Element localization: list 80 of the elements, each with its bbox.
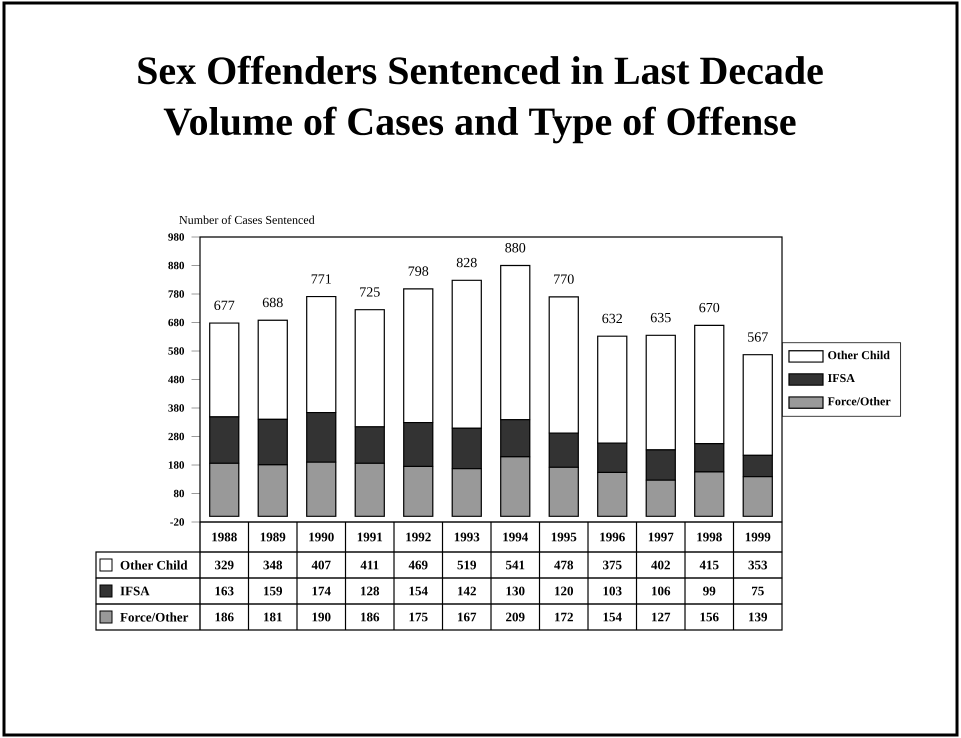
- total-label: 828: [456, 258, 477, 268]
- y-tick-label: 480: [168, 376, 184, 384]
- y-tick-label: 280: [168, 432, 184, 440]
- data-label: 375: [603, 560, 622, 570]
- total-label: 635: [650, 312, 671, 322]
- data-label: 415: [700, 560, 719, 570]
- data-label: 181: [264, 612, 282, 622]
- text: IFSA: [120, 586, 150, 596]
- x-tick-label: 1996: [600, 532, 625, 542]
- data-label: 519: [458, 560, 476, 570]
- data-label: 174: [312, 586, 331, 596]
- total-label: 567: [748, 332, 768, 342]
- data-label: 156: [700, 612, 719, 622]
- total-label: 632: [602, 314, 622, 324]
- x-tick-label: 1993: [454, 532, 480, 542]
- data-label: 186: [216, 612, 234, 622]
- total-label: 880: [505, 243, 526, 252]
- y-tick-label: 580: [168, 347, 184, 355]
- total-label: 798: [408, 266, 428, 276]
- data-label: 75: [752, 586, 764, 596]
- data-label: 130: [506, 586, 525, 596]
- data-label: 142: [458, 586, 476, 596]
- y-tick-label: 80: [174, 490, 184, 498]
- total-label: 688: [262, 298, 283, 308]
- y-tick-label: 780: [168, 290, 184, 298]
- text: Other Child: [120, 560, 188, 570]
- data-label: 99: [703, 586, 716, 596]
- x-tick-label: 1994: [503, 532, 528, 542]
- data-label: 190: [312, 612, 331, 622]
- data-label: 128: [361, 586, 380, 596]
- y-tick-label: 680: [168, 318, 184, 326]
- x-tick-label: 1998: [697, 532, 722, 542]
- data-label: 163: [216, 586, 234, 596]
- data-label: 186: [361, 612, 380, 622]
- legend-label: Other Child: [828, 350, 890, 360]
- x-tick-label: 1997: [648, 532, 674, 542]
- data-label: 154: [410, 586, 428, 596]
- data-label: 541: [506, 560, 524, 570]
- data-label: 478: [554, 560, 574, 570]
- x-tick-label: 1992: [406, 532, 431, 542]
- data-label: 411: [360, 560, 378, 570]
- total-label: 771: [312, 274, 331, 284]
- data-label: 120: [555, 586, 574, 596]
- data-label: 154: [604, 612, 622, 622]
- chart-title: Sex Offenders Sentenced in Last Decade: [138, 56, 823, 84]
- data-label: 209: [506, 612, 525, 622]
- data-label: 106: [652, 586, 670, 596]
- x-tick-label: 1988: [212, 532, 237, 542]
- y-axis-title: Number of Cases Sentenced: [179, 215, 315, 224]
- total-label: 670: [699, 302, 720, 312]
- data-label: 167: [458, 612, 476, 622]
- chart-subtitle: Volume of Cases and Type of Offense: [164, 106, 796, 144]
- y-tick-label: 180: [168, 461, 184, 469]
- x-tick-label: 1995: [552, 532, 576, 542]
- data-label: 159: [264, 586, 282, 596]
- data-label: 329: [215, 560, 234, 570]
- x-tick-label: 1990: [309, 532, 334, 542]
- x-tick-label: 1991: [358, 532, 382, 542]
- data-label: 127: [652, 612, 670, 622]
- x-tick-label: 1989: [260, 532, 286, 542]
- data-label: 469: [408, 560, 428, 570]
- y-tick-label: 880: [168, 262, 184, 270]
- data-label: 353: [748, 560, 768, 570]
- total-label: 677: [214, 300, 234, 310]
- legend-label: IFSA: [828, 374, 855, 382]
- y-tick-label: 380: [168, 404, 184, 412]
- total-label: 725: [360, 287, 380, 297]
- x-tick-label: 1999: [746, 532, 770, 542]
- data-label: 172: [555, 612, 573, 622]
- data-label: 407: [312, 560, 331, 570]
- y-tick-label: 980: [168, 233, 184, 241]
- legend-label: Force/Other: [828, 396, 890, 406]
- data-label: 402: [651, 560, 670, 570]
- data-label: 175: [410, 612, 428, 622]
- data-label: 139: [749, 612, 768, 622]
- data-label: 103: [604, 586, 622, 596]
- text: Force/Other: [120, 612, 188, 622]
- data-label: 348: [264, 560, 282, 570]
- total-label: 770: [554, 274, 574, 284]
- y-tick-label: -20: [170, 518, 184, 526]
